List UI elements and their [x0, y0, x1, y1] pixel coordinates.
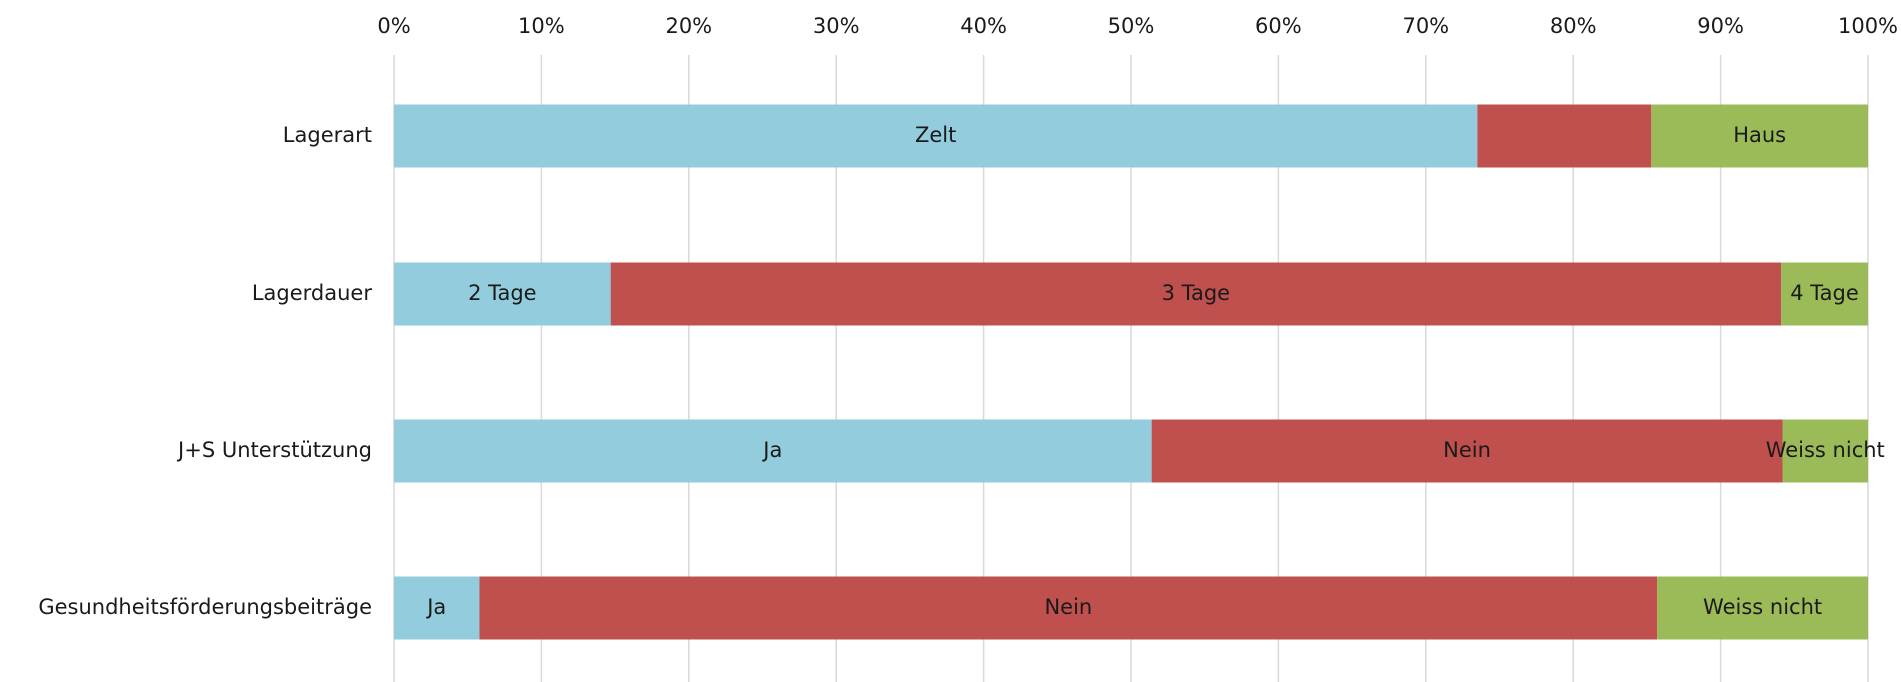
- bar-segment: [394, 262, 611, 326]
- segment-label: 3 Tage: [1162, 281, 1231, 305]
- bar-segment: [1477, 104, 1652, 168]
- bar-segment: [1151, 419, 1783, 483]
- bar-segment: [1782, 419, 1868, 483]
- x-tick-label: 50%: [1108, 14, 1155, 38]
- x-tick-label: 0%: [377, 14, 410, 38]
- segment-label: Weiss nicht: [1703, 595, 1822, 619]
- segment-label: Ja: [761, 438, 782, 462]
- x-tick-label: 30%: [813, 14, 860, 38]
- x-tick-label: 20%: [665, 14, 712, 38]
- x-tick-label: 90%: [1697, 14, 1744, 38]
- segment-label: Ja: [425, 595, 446, 619]
- y-tick-label: Gesundheitsförderungsbeiträge: [38, 595, 372, 619]
- segment-label: Zelt: [915, 123, 956, 147]
- x-tick-label: 100%: [1838, 14, 1898, 38]
- segment-label: 4 Tage: [1790, 281, 1859, 305]
- bar-segment: [479, 576, 1658, 640]
- bar-segment: [610, 262, 1782, 326]
- y-tick-label: Lagerdauer: [252, 281, 373, 305]
- bar-segment: [394, 576, 480, 640]
- x-tick-label: 70%: [1402, 14, 1449, 38]
- x-tick-label: 10%: [518, 14, 565, 38]
- bar-segment: [394, 419, 1152, 483]
- bar-segment: [1651, 104, 1868, 168]
- x-tick-label: 60%: [1255, 14, 1302, 38]
- segment-label: Haus: [1733, 123, 1786, 147]
- bar-segment: [1657, 576, 1868, 640]
- y-tick-label: Lagerart: [283, 123, 372, 147]
- segment-label: 2 Tage: [468, 281, 537, 305]
- segment-label: Nein: [1443, 438, 1491, 462]
- bar-segment: [1781, 262, 1868, 326]
- x-tick-label: 80%: [1550, 14, 1597, 38]
- y-tick-label: J+S Unterstützung: [176, 438, 372, 462]
- bar-segment: [394, 104, 1478, 168]
- segment-label: Weiss nicht: [1766, 438, 1885, 462]
- segment-label: Nein: [1044, 595, 1092, 619]
- x-tick-label: 40%: [960, 14, 1007, 38]
